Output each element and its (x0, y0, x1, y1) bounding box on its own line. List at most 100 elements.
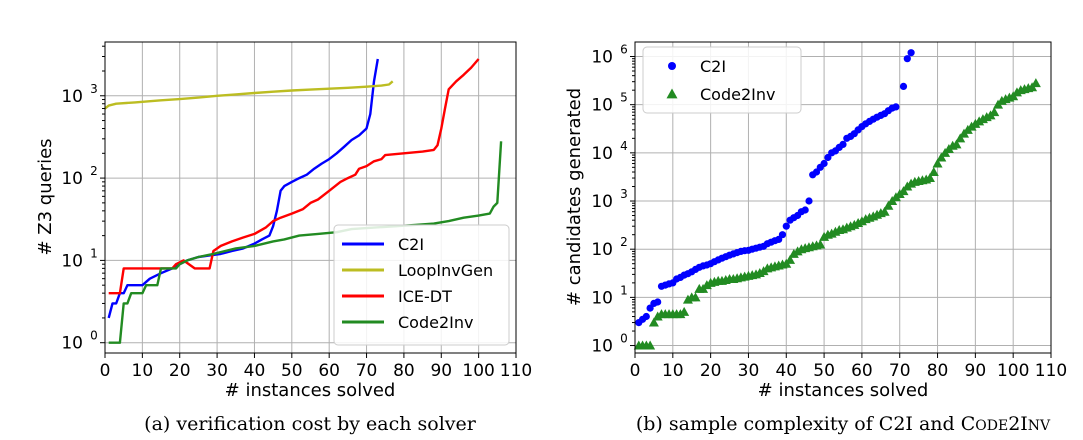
x-tick-label: 10 (132, 361, 154, 381)
y-tick-label: 10 (591, 240, 613, 260)
panel-b-caption-sc1: C (961, 413, 976, 435)
y-tick-exponent: 0 (90, 329, 98, 343)
y-tick-exponent: 3 (90, 82, 98, 96)
data-point-code2inv (785, 254, 796, 264)
x-tick-label: 0 (630, 361, 641, 381)
panel-b-caption-sc3: 2I (1008, 413, 1028, 435)
y-tick-base: 10 (61, 334, 83, 354)
panel-b-y-axis-label: # candidates generated (564, 88, 585, 306)
x-tick-label: 20 (700, 361, 722, 381)
x-tick-label: 110 (500, 361, 532, 381)
x-tick-label: 60 (851, 361, 873, 381)
x-tick-label: 0 (100, 361, 111, 381)
data-point-c2i (892, 103, 900, 111)
panel-b-y-ticks: 10 0 10 1 10 2 10 3 10 4 10 5 10 6 (591, 43, 635, 357)
x-tick-label: 100 (997, 361, 1029, 381)
data-point-c2i (839, 140, 847, 148)
data-point-code2inv (815, 239, 826, 249)
y-tick-base: 10 (591, 288, 613, 308)
y-tick-label: 10 (591, 192, 613, 212)
x-tick-label: 110 (1035, 361, 1067, 381)
data-point-code2inv (648, 317, 659, 327)
panel-a-y-axis-label: # Z3 queries (35, 138, 56, 255)
legend-label-c2i: C2I (700, 57, 726, 76)
data-point-code2inv (924, 173, 935, 183)
panel-a-legend-box (333, 224, 510, 346)
x-tick-label: 40 (244, 361, 266, 381)
y-tick-label: 10 (591, 48, 613, 68)
x-tick-label: 90 (430, 361, 452, 381)
x-tick-label: 30 (206, 361, 228, 381)
data-point-c2i (899, 82, 908, 90)
x-tick-label: 80 (393, 361, 415, 381)
y-tick-exponent: 3 (620, 187, 628, 201)
data-point-code2inv (936, 152, 947, 162)
data-point-code2inv (989, 107, 1000, 117)
data-point-code2inv (679, 306, 690, 316)
panel-b-caption-sc4: NV (1028, 418, 1051, 434)
x-tick-label: 80 (927, 361, 949, 381)
y-tick-base: 10 (591, 337, 613, 357)
y-tick-base: 10 (61, 251, 83, 271)
y-tick-exponent: 2 (90, 164, 98, 178)
panel-b-series (633, 49, 1041, 350)
y-tick-exponent: 0 (620, 332, 628, 346)
data-point-c2i (642, 312, 650, 321)
data-point-code2inv (928, 167, 939, 177)
panel-a-y-ticks: 10 0 10 1 10 2 10 3 (61, 45, 105, 354)
x-tick-label: 90 (965, 361, 987, 381)
y-tick-base: 10 (61, 87, 83, 107)
panel-b-plot-frame (634, 41, 1052, 354)
data-point-code2inv (1030, 78, 1041, 88)
y-tick-label: 10 (591, 144, 613, 164)
y-tick-exponent: 2 (620, 235, 628, 249)
legend-label-code2inv: Code2Inv (700, 85, 775, 104)
legend-label-ice-dt: ICE-DT (398, 287, 452, 306)
series-line-code2inv (108, 141, 503, 344)
data-point-c2i (778, 231, 787, 239)
x-tick-label: 60 (318, 361, 340, 381)
series-line-loopinvgen (104, 80, 394, 110)
data-point-c2i (903, 55, 911, 63)
panel-b-caption-sc2: ODE (975, 418, 1008, 434)
panel-a-x-ticks: 0 10 20 30 40 50 60 70 80 90 100 110 (100, 353, 532, 381)
y-tick-exponent: 5 (620, 91, 628, 105)
data-point-code2inv (690, 292, 701, 302)
data-point-code2inv (951, 139, 962, 149)
y-tick-label: 10 (61, 169, 83, 189)
data-point-code2inv (879, 206, 890, 216)
y-tick-label: 10 (61, 251, 83, 271)
data-point-code2inv (932, 158, 943, 168)
data-point-code2inv (645, 340, 656, 350)
panel-b-caption: (b) sample complexity of C2I and CODE2IN… (636, 413, 1051, 435)
data-point-c2i (907, 49, 915, 57)
panel-b-caption-main: (b) sample complexity of C2I and (636, 413, 961, 435)
data-point-c2i (654, 298, 662, 306)
y-tick-exponent: 1 (620, 283, 628, 297)
y-tick-exponent: 6 (620, 43, 628, 57)
data-point-c2i (805, 197, 813, 205)
series-line-c2i (107, 58, 379, 319)
panel-a-series (104, 58, 503, 344)
x-tick-label: 70 (889, 361, 911, 381)
y-tick-base: 10 (591, 144, 613, 164)
y-tick-base: 10 (591, 192, 613, 212)
x-tick-label: 50 (281, 361, 303, 381)
panel-a-legend: C2I LoopInvGen ICE-DT Code2Inv (333, 224, 510, 346)
data-point-code2inv (883, 200, 894, 210)
panel-a-x-axis-label: # instances solved (225, 380, 396, 401)
y-tick-base: 10 (591, 240, 613, 260)
y-tick-label: 10 (591, 288, 613, 308)
x-tick-label: 10 (662, 361, 684, 381)
panel-b-x-ticks: 0 10 20 30 40 50 60 70 80 90 100 110 (630, 353, 1067, 381)
panel-b-legend-box (642, 46, 802, 114)
series-line-ice-dt (108, 58, 480, 295)
data-point-c2i (801, 206, 809, 214)
data-point-code2inv (898, 186, 909, 196)
panel-b-x-axis-label: # instances solved (758, 380, 929, 401)
x-tick-label: 100 (462, 361, 494, 381)
panel-a-caption: (a) verification cost by each solver (144, 413, 477, 435)
